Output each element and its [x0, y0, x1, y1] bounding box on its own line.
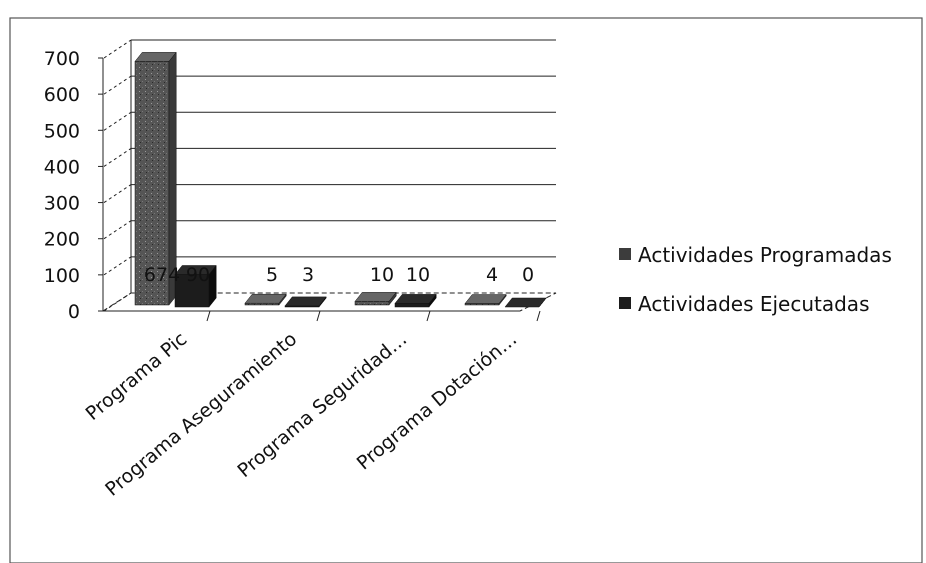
gridline-side: [103, 256, 132, 276]
data-label: 3: [302, 264, 314, 286]
bar: [394, 303, 430, 308]
bar-side: [498, 293, 507, 306]
data-label: 0: [522, 264, 534, 286]
legend-label: Actividades Ejecutadas: [638, 292, 869, 316]
legend: Actividades Programadas Actividades Ejecu…: [619, 243, 892, 316]
y-tick-label: 700: [44, 48, 80, 70]
data-label: 5: [266, 264, 278, 286]
x-tick-mark: [426, 310, 431, 322]
y-tick-label: 400: [44, 156, 80, 178]
gridline-side: [103, 220, 132, 240]
x-tick-mark: [206, 310, 211, 322]
y-tick-label: 300: [44, 193, 80, 215]
data-label: 4: [486, 264, 498, 286]
gridline-side: [103, 39, 132, 59]
category-label: Programa Pic: [82, 328, 192, 425]
gridlines: [98, 39, 556, 312]
gridline-side: [103, 148, 132, 167]
chart-frame: [9, 17, 923, 563]
chart-floor: [101, 292, 557, 322]
y-tick-label: 100: [44, 265, 80, 287]
y-tick-label: 200: [44, 229, 80, 251]
bar-side: [428, 293, 437, 308]
gridline-side: [103, 184, 132, 203]
data-label: 10: [406, 264, 430, 286]
floor-outline: [101, 292, 557, 312]
bar-side: [388, 291, 397, 306]
category-label: Programa Aseguramiento: [101, 328, 301, 501]
data-label: 10: [370, 264, 394, 286]
bar-side: [278, 293, 287, 306]
bar-side: [208, 264, 217, 308]
legend-swatch: [619, 297, 631, 309]
gridline-side: [103, 75, 132, 95]
data-label: 674: [144, 264, 180, 286]
bar-side: [318, 296, 327, 308]
x-tick-mark: [316, 310, 321, 322]
legend-swatch: [619, 248, 631, 260]
bar: [244, 302, 280, 306]
x-tick-mark: [536, 310, 541, 322]
bar: [354, 301, 390, 306]
y-tick-label: 0: [68, 301, 80, 323]
bars: [134, 51, 547, 308]
gridline-side: [103, 111, 132, 131]
bar-side: [538, 297, 547, 308]
bar: [134, 61, 170, 306]
y-tick-label: 500: [44, 120, 80, 142]
data-label: 90: [186, 264, 210, 286]
y-tick-label: 600: [44, 84, 80, 106]
legend-label: Actividades Programadas: [638, 243, 892, 267]
